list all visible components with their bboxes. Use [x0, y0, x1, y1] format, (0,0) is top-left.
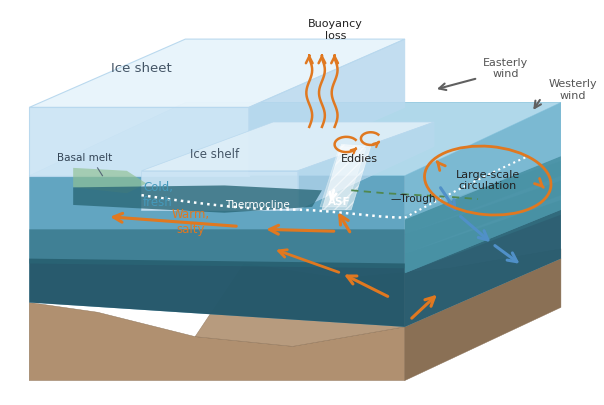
Polygon shape	[320, 146, 366, 207]
Polygon shape	[141, 122, 434, 171]
Polygon shape	[29, 39, 405, 107]
Polygon shape	[405, 210, 561, 327]
Text: Basal melt: Basal melt	[57, 153, 112, 163]
Text: Buoyancy
loss: Buoyancy loss	[308, 19, 363, 41]
Polygon shape	[73, 185, 322, 213]
Polygon shape	[29, 229, 405, 269]
Polygon shape	[73, 168, 146, 193]
Polygon shape	[405, 161, 561, 234]
Polygon shape	[29, 176, 405, 327]
Polygon shape	[405, 181, 561, 254]
Polygon shape	[405, 200, 561, 273]
Polygon shape	[322, 145, 371, 210]
Text: Eddies: Eddies	[341, 154, 378, 164]
Polygon shape	[405, 156, 561, 273]
Polygon shape	[249, 39, 405, 176]
Text: ASF: ASF	[328, 197, 351, 207]
Text: Ice shelf: Ice shelf	[190, 148, 239, 161]
Polygon shape	[29, 102, 561, 176]
Text: —Trough: —Trough	[390, 194, 435, 204]
Polygon shape	[405, 102, 561, 220]
Polygon shape	[29, 107, 249, 176]
Polygon shape	[405, 102, 561, 327]
Polygon shape	[141, 171, 298, 210]
Text: Thermocline: Thermocline	[225, 200, 290, 210]
Polygon shape	[0, 5, 590, 400]
Text: Westerly
wind: Westerly wind	[548, 79, 597, 100]
Text: Large-scale
circulation: Large-scale circulation	[455, 170, 520, 191]
Text: Ice sheet: Ice sheet	[111, 62, 172, 75]
Polygon shape	[405, 259, 561, 381]
Polygon shape	[29, 303, 405, 381]
Polygon shape	[29, 259, 405, 327]
Polygon shape	[195, 249, 561, 346]
Text: Cold,
fresh: Cold, fresh	[143, 181, 173, 209]
Text: Warm,
salty: Warm, salty	[171, 207, 210, 236]
Text: Easterly
wind: Easterly wind	[483, 58, 528, 79]
Polygon shape	[298, 122, 434, 210]
